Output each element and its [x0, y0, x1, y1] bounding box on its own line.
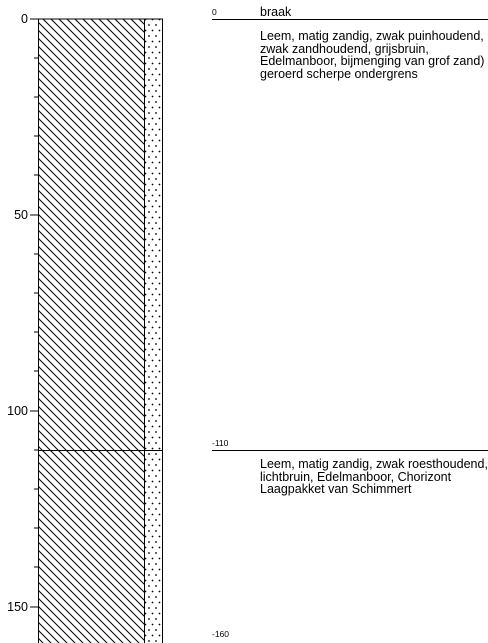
lithology-sand-dots-column	[144, 19, 163, 643]
column-outline	[38, 18, 163, 643]
lithology-hatch-column	[38, 19, 145, 643]
tick-label-0: 0	[21, 12, 28, 26]
layer-2-description: Leem, matig zandig, zwak roesthoudend, l…	[260, 457, 488, 496]
layer-1-description: Leem, matig zandig, zwak puinhoudend, zw…	[260, 29, 485, 81]
tick-label-150: 150	[7, 600, 28, 614]
layer-2-top-depth-label: -110	[212, 438, 229, 448]
depth-axis-minor-ticks	[34, 57, 38, 568]
top-depth-label: 0	[212, 7, 217, 17]
tick-label-50: 50	[14, 208, 28, 222]
borehole-title: braak	[260, 5, 292, 19]
depth-axis-major-ticks	[30, 18, 38, 608]
tick-label-100: 100	[7, 404, 28, 418]
bottom-depth-label: -160	[212, 629, 230, 639]
